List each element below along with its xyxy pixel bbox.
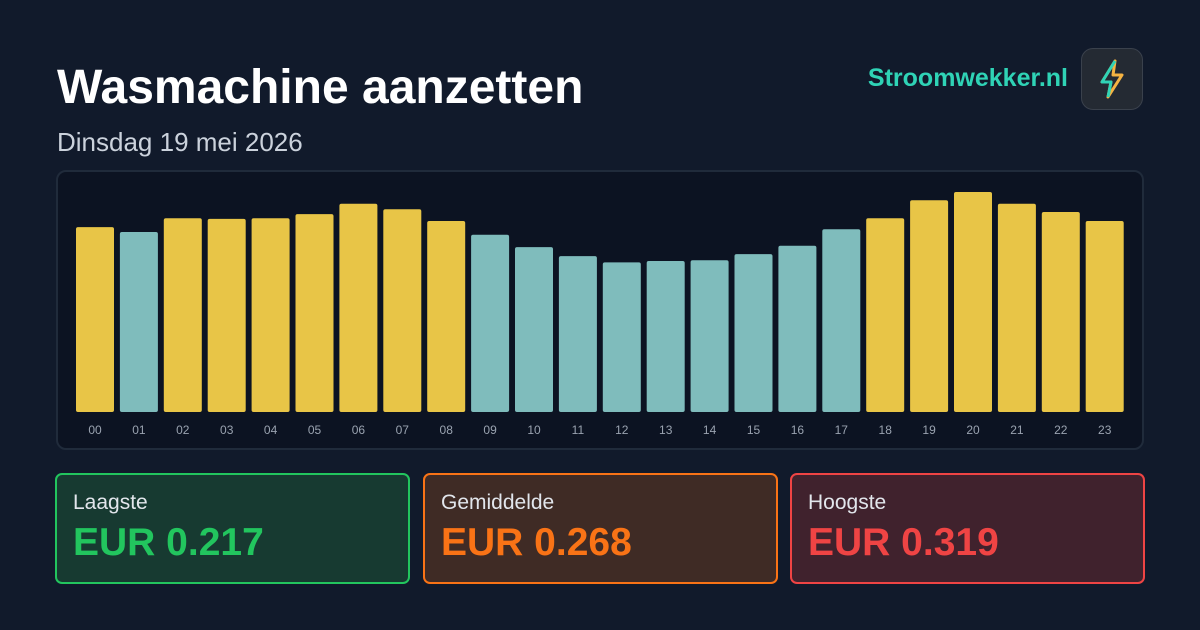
bolt [1100,59,1124,99]
brand-icon [1081,48,1143,110]
x-tick-label: 23 [1098,423,1112,437]
bar [1085,220,1124,412]
x-tick-label: 00 [88,423,102,437]
bar [119,232,158,412]
bar [778,245,817,412]
x-tick-label: 09 [483,423,497,437]
bar [954,192,992,412]
bar [558,256,597,412]
x-tick-label: 16 [791,423,805,437]
subtitle: Dinsdag 19 mei 2026 [57,127,303,157]
bar [910,200,949,412]
stat-label: Gemiddelde [441,491,555,514]
stat-value: EUR 0.268 [441,521,632,564]
x-tick-label: 06 [352,423,366,437]
x-tick-label: 15 [747,423,761,437]
stat-value: EUR 0.217 [73,521,264,564]
bar [383,209,422,412]
x-tick-label: 22 [1054,423,1068,437]
stat-card: Laagste EUR 0.217 [55,473,410,584]
bar [646,260,685,412]
stat-card: Hoogste EUR 0.319 [790,473,1145,584]
x-tick-label: 13 [659,423,673,437]
x-tick-label: 05 [308,423,322,437]
stat-label: Laagste [73,491,148,514]
stat-label: Hoogste [808,491,887,514]
stat-card: Gemiddelde EUR 0.268 [423,473,778,584]
bar [822,229,861,412]
bar [690,260,729,412]
title: Wasmachine aanzetten [57,61,584,114]
bar [471,234,510,412]
bar [866,218,905,412]
x-tick-label: 14 [703,423,717,437]
x-tick-label: 01 [132,423,146,437]
x-tick-label: 02 [176,423,190,437]
bar [163,218,202,412]
x-tick-label: 21 [1010,423,1024,437]
bar [734,254,773,412]
x-tick-label: 11 [572,423,585,437]
bar [1041,212,1080,412]
x-tick-label: 07 [396,423,410,437]
stat-value: EUR 0.319 [808,521,999,564]
x-tick-label: 17 [835,423,849,437]
bar [339,203,378,412]
bar [251,218,290,412]
bar [997,203,1036,412]
bar [207,218,246,412]
brand[interactable]: Stroomwekker.nl [867,64,1068,92]
x-tick-label: 08 [440,423,454,437]
x-tick-label: 18 [879,423,893,437]
x-tick-label: 20 [966,423,980,437]
x-tick-label: 03 [220,423,234,437]
bar [602,262,641,412]
x-tick-label: 04 [264,423,278,437]
bar [76,227,114,412]
bar [295,214,334,412]
x-tick-label: 19 [922,423,936,437]
bar [515,247,553,412]
x-tick-label: 10 [527,423,541,437]
x-tick-label: 12 [615,423,629,437]
bar [427,220,466,412]
